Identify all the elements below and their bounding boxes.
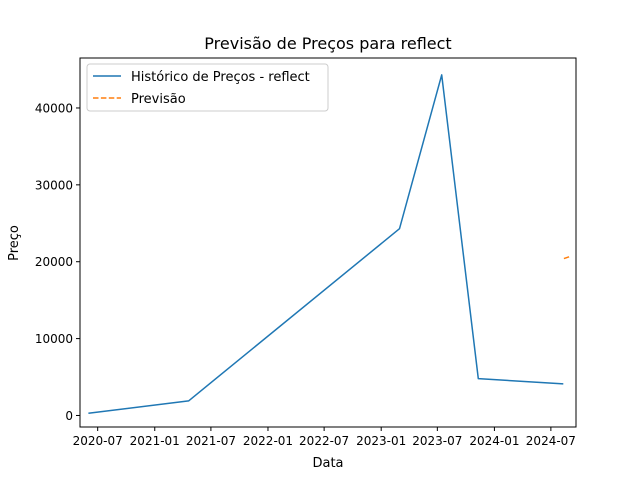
x-tick-label: 2021-01 [130,434,180,448]
y-tick-label: 20000 [35,255,73,269]
series-line-2 [563,255,572,260]
x-tick-label: 2023-01 [356,434,406,448]
x-tick-label: 2022-01 [243,434,293,448]
legend-label-2: Previsão [131,92,186,107]
x-axis-label: Data [312,456,343,471]
x-tick-label: 2022-07 [299,434,349,448]
x-axis: 2020-07 2021-01 2021-07 2022-01 2022-07 2023-… [73,427,576,448]
y-tick-label: 30000 [35,178,73,192]
y-tick-label: 10000 [35,332,73,346]
y-tick-label: 0 [65,409,73,423]
x-tick-label: 2020-07 [73,434,123,448]
legend: Histórico de Preços - reflect Previsão [86,63,329,112]
x-tick-label: 2024-01 [469,434,519,448]
plot-frame [79,57,577,428]
y-axis: 0 10000 20000 30000 40000 [35,101,80,423]
y-tick-label: 40000 [35,101,73,115]
x-tick-label: 2021-07 [186,434,236,448]
x-tick-label: 2024-07 [526,434,576,448]
x-tick-label: 2023-07 [412,434,462,448]
legend-label-1: Histórico de Preços - reflect [131,70,310,85]
series-line-1 [88,74,564,414]
legend-box [86,63,329,112]
y-axis-label: Preço [7,225,22,261]
series-layer [88,74,572,414]
chart-title: Previsão de Preços para reflect [204,34,451,53]
